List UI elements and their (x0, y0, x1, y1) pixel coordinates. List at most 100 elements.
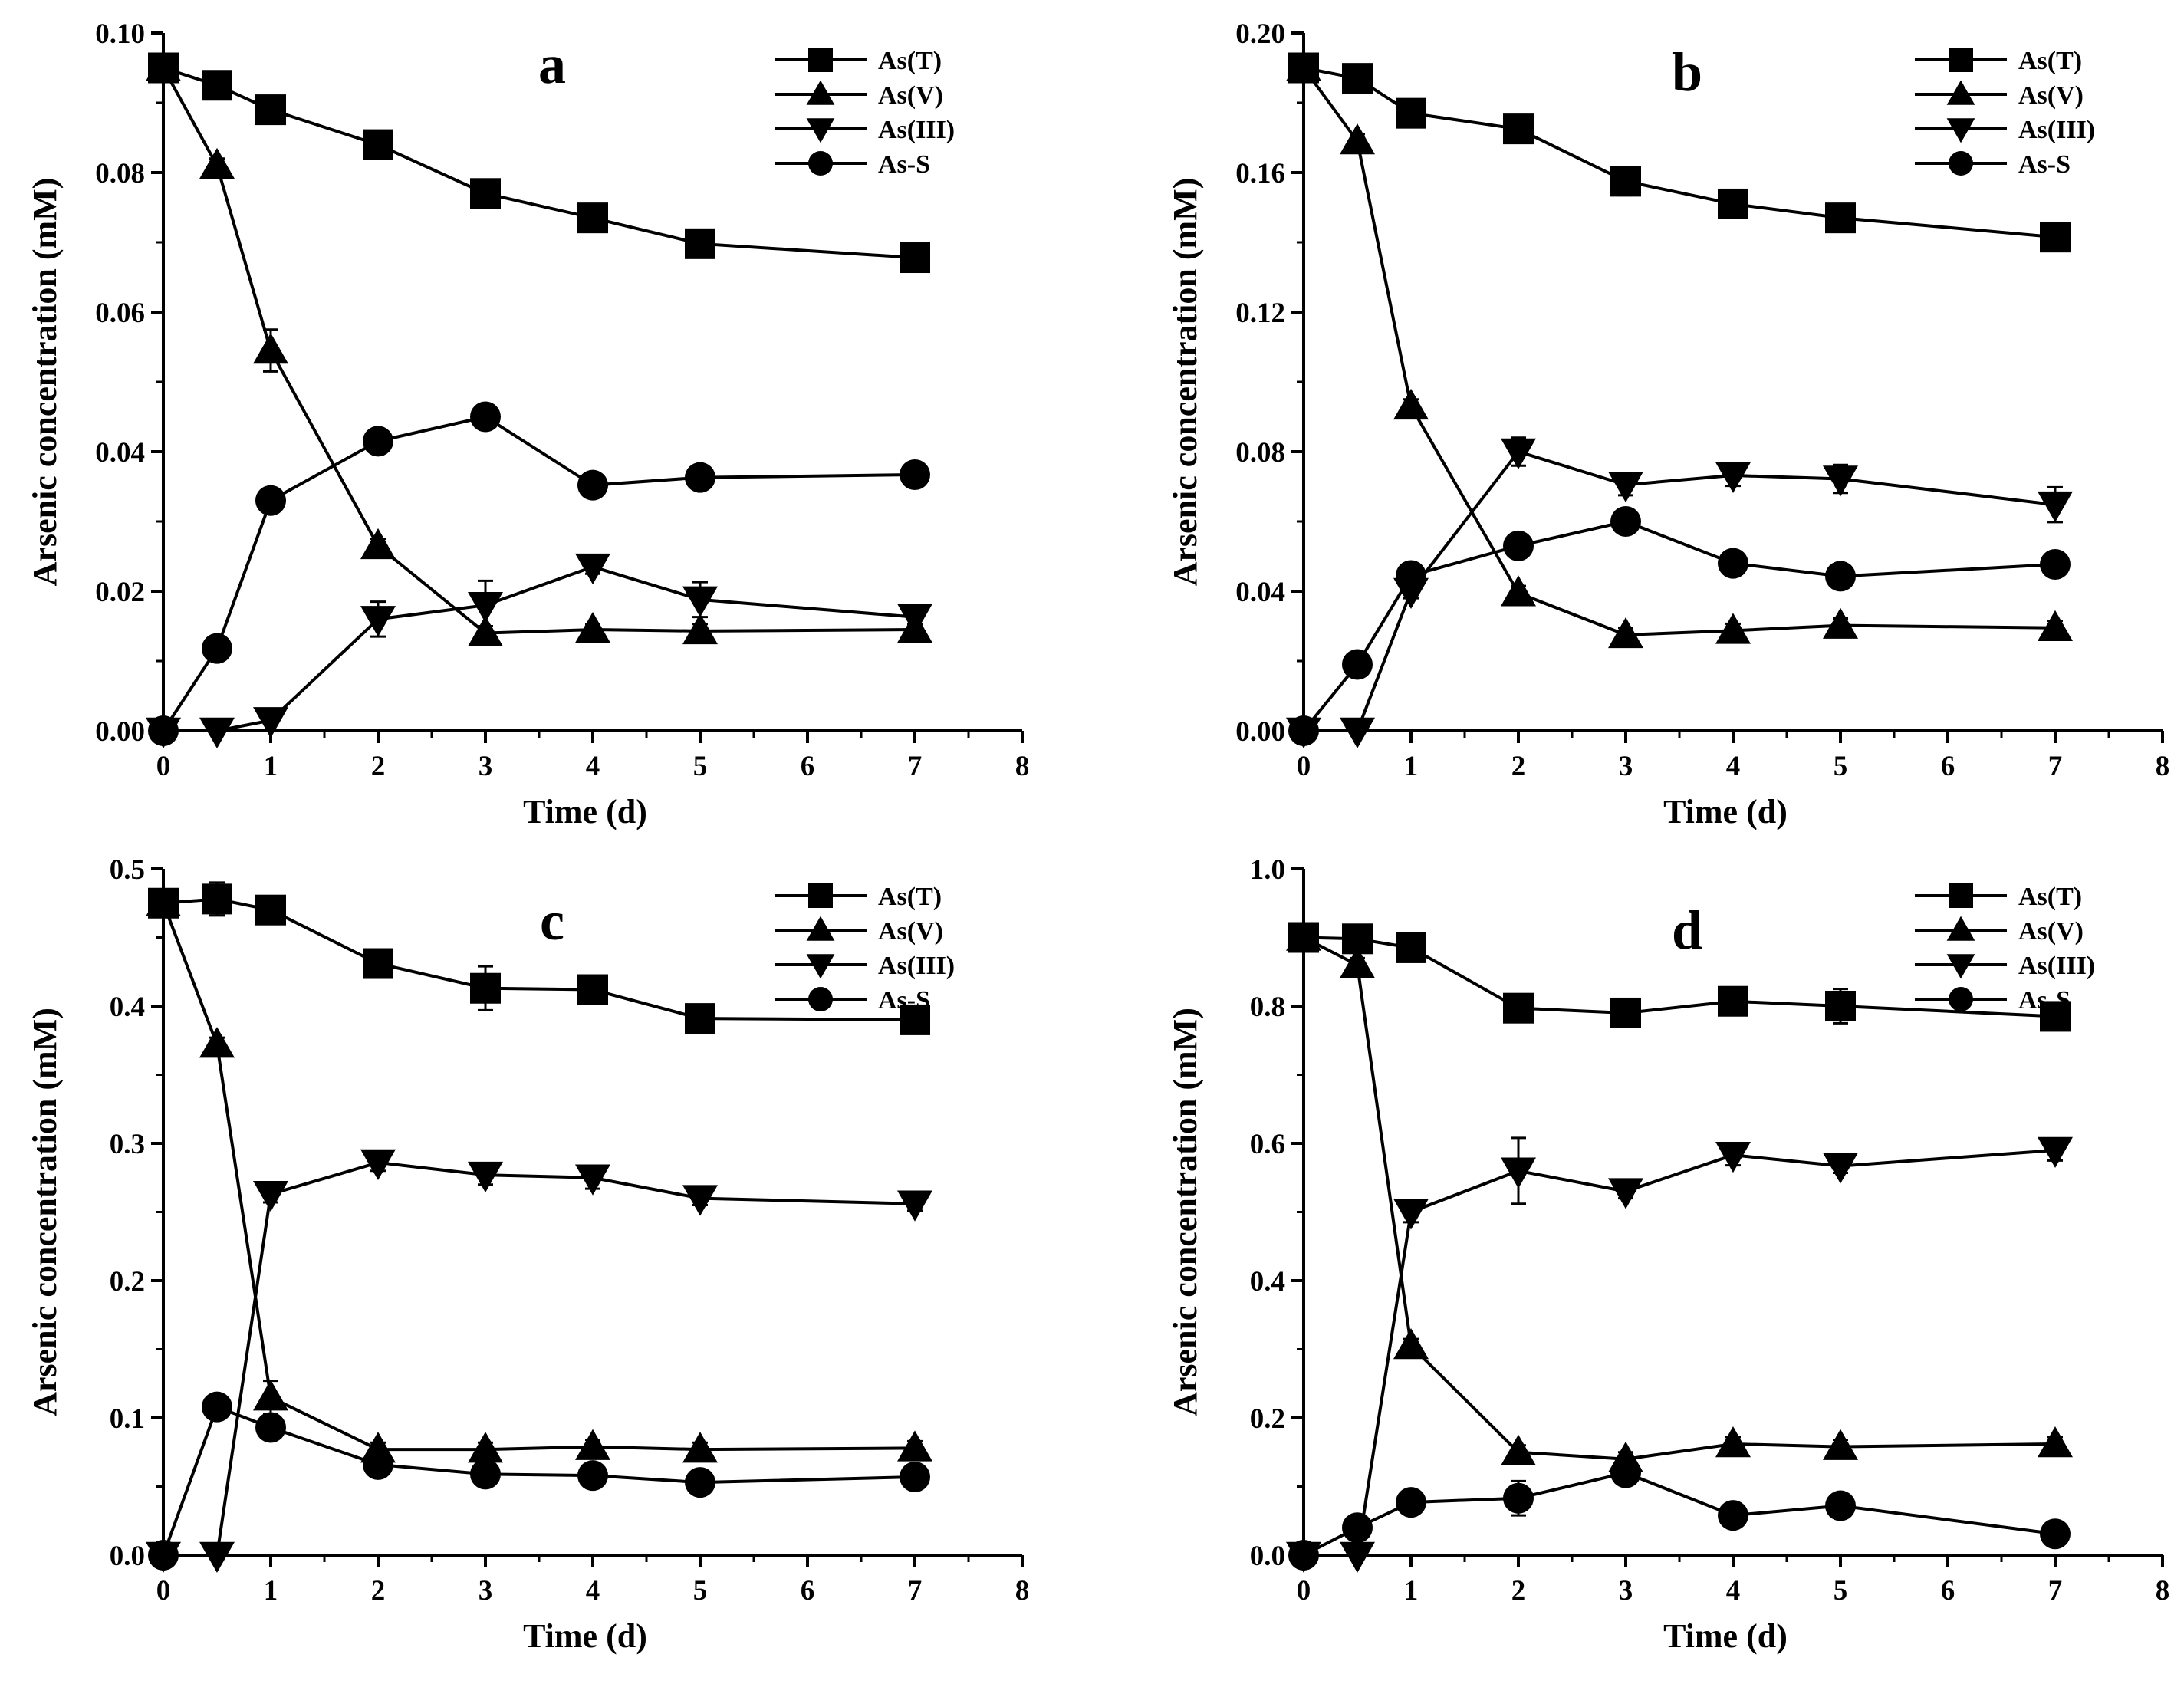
x-tick-label: 1 (1404, 1575, 1419, 1607)
data-point (1286, 50, 1321, 81)
x-tick-label: 2 (371, 751, 386, 782)
data-point (468, 591, 503, 623)
data-point (363, 129, 393, 160)
legend-marker (1949, 987, 1973, 1011)
data-point (199, 1027, 235, 1058)
chart-panel-a: 0 1 2 3 4 5 6 7 8 0.00 0.02 0.04 0.06 0.08 0.10 Time (d… (26, 18, 1029, 830)
data-point (900, 1461, 930, 1492)
data-point (255, 485, 286, 516)
data-point (1340, 1541, 1375, 1573)
data-point (199, 147, 235, 179)
legend-marker (1949, 151, 1973, 176)
legend-marker (1946, 916, 1975, 941)
series-As-S (1288, 1457, 2071, 1571)
legend-label: As(III) (2018, 116, 2095, 144)
data-point (1503, 113, 1534, 145)
y-tick-label: 0.16 (1235, 158, 1285, 189)
x-tick-label: 8 (2156, 1575, 2170, 1607)
series-line (163, 565, 916, 732)
data-point (575, 553, 610, 585)
y-tick-label: 0.8 (1250, 992, 1285, 1023)
x-tick-label: 1 (264, 1575, 278, 1607)
data-point (1715, 613, 1751, 644)
data-point (1608, 617, 1643, 649)
data-point (1825, 1490, 1856, 1521)
data-point (468, 615, 503, 646)
series-As(V) (1286, 919, 2073, 1472)
x-tick-label: 0 (156, 751, 171, 782)
data-point (146, 50, 181, 81)
legend-label: As(V) (2018, 917, 2084, 946)
data-point (1718, 985, 1748, 1017)
data-point (148, 715, 179, 746)
data-point (682, 1185, 718, 1216)
y-axis-title: Arsenic concentration (mM) (1166, 1008, 1204, 1416)
x-tick-label: 0 (1297, 751, 1311, 782)
legend-marker (806, 916, 835, 941)
legend-marker (806, 80, 835, 105)
series-As(T) (1288, 52, 2071, 253)
x-tick-label: 6 (1941, 751, 1955, 782)
data-point (1715, 1141, 1751, 1173)
x-tick-label: 0 (1297, 1575, 1311, 1607)
data-point (1396, 97, 1426, 129)
data-point (1393, 1199, 1429, 1230)
legend-marker (1949, 883, 1973, 908)
x-tick-label: 5 (1834, 1575, 1848, 1607)
x-tick-label: 6 (801, 751, 815, 782)
data-point (1288, 715, 1319, 746)
y-tick-label: 0.06 (95, 298, 145, 329)
data-point (1610, 997, 1641, 1028)
data-point (1718, 1500, 1748, 1531)
data-point (577, 974, 608, 1005)
x-tick-label: 6 (1941, 1575, 1955, 1607)
x-axis-title: Time (d) (523, 793, 647, 830)
y-tick-label: 0.3 (110, 1129, 145, 1160)
x-tick-label: 8 (2156, 751, 2170, 782)
chart-panel-d: 0 1 2 3 4 5 6 7 8 0.0 0.2 0.4 0.6 0.8 1.0 Time (d) Arsen… (1166, 854, 2169, 1655)
data-point (468, 1161, 503, 1193)
data-point (575, 1164, 610, 1196)
legend: As(T) As(V) As(III) As-S (775, 883, 955, 1015)
data-point (2040, 1001, 2071, 1032)
series-As(III) (146, 553, 932, 748)
data-point (253, 1380, 288, 1411)
data-point (2040, 548, 2071, 580)
data-point (577, 1460, 608, 1492)
data-point (897, 1430, 932, 1462)
data-point (1823, 465, 1858, 497)
x-tick-label: 7 (908, 751, 923, 782)
y-tick-label: 0.20 (1235, 18, 1285, 50)
data-point (1825, 991, 1856, 1021)
data-point (470, 178, 501, 209)
data-point (1823, 1429, 1858, 1460)
data-point (1825, 561, 1856, 592)
legend-marker (1946, 118, 1975, 143)
y-tick-label: 0.2 (1250, 1403, 1285, 1435)
data-point (1342, 1512, 1373, 1544)
x-tick-label: 2 (1511, 1575, 1526, 1607)
y-tick-label: 0.08 (1235, 437, 1285, 469)
data-point (1718, 548, 1748, 579)
series-line (1302, 519, 2056, 732)
data-point (363, 426, 393, 457)
legend-marker (806, 954, 835, 979)
x-tick-label: 1 (1404, 751, 1419, 782)
series-line (1303, 936, 2056, 1461)
x-tick-label: 8 (1015, 751, 1030, 782)
series-As-S (148, 1391, 930, 1571)
data-point (1340, 123, 1375, 155)
x-tick-label: 2 (1511, 751, 1526, 782)
y-tick-label: 0.02 (95, 577, 145, 608)
y-axis-title: Arsenic concentration (mM) (26, 178, 64, 587)
y-axis-title: Arsenic concentration (mM) (1166, 178, 1204, 587)
data-point (360, 528, 396, 560)
y-tick-label: 0.04 (1235, 577, 1285, 608)
data-point (468, 1432, 503, 1463)
x-tick-label: 3 (479, 751, 493, 782)
data-point (148, 1540, 179, 1571)
panel-label: c (540, 890, 564, 952)
data-point (1501, 1157, 1536, 1189)
series-As(III) (1286, 436, 2073, 748)
series-As(V) (1286, 50, 2073, 649)
